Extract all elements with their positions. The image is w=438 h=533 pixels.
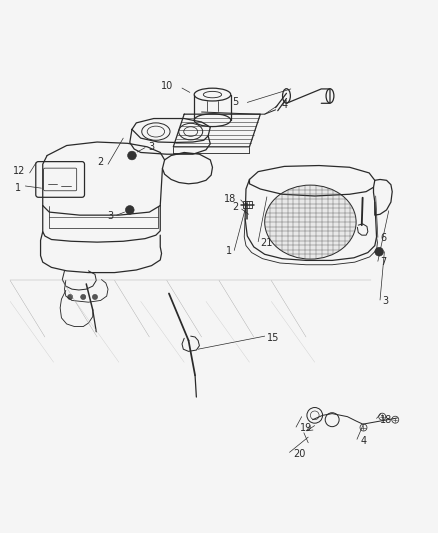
Circle shape: [375, 247, 384, 256]
Text: 7: 7: [380, 257, 386, 267]
Text: 21: 21: [260, 238, 273, 247]
Circle shape: [127, 151, 136, 160]
Text: 1: 1: [15, 183, 21, 193]
Text: 12: 12: [13, 166, 25, 176]
Circle shape: [81, 294, 86, 300]
Text: 10: 10: [161, 81, 173, 91]
Text: 2: 2: [232, 203, 239, 212]
Text: 15: 15: [267, 333, 279, 343]
Text: 18: 18: [224, 194, 237, 204]
Bar: [243, 201, 252, 208]
Text: 4: 4: [281, 100, 287, 110]
Text: 4: 4: [360, 435, 367, 446]
Text: 2: 2: [97, 157, 104, 167]
Text: 6: 6: [380, 233, 386, 243]
Text: 20: 20: [293, 449, 305, 458]
Text: 1: 1: [226, 246, 232, 256]
Text: 3: 3: [148, 142, 155, 152]
Text: 18: 18: [380, 415, 392, 425]
Text: 3: 3: [107, 211, 113, 221]
Circle shape: [92, 294, 98, 300]
Text: 19: 19: [300, 423, 312, 433]
Circle shape: [125, 206, 134, 214]
Ellipse shape: [265, 185, 356, 259]
Text: 5: 5: [232, 98, 239, 108]
Text: 3: 3: [382, 296, 389, 306]
Circle shape: [67, 294, 73, 300]
